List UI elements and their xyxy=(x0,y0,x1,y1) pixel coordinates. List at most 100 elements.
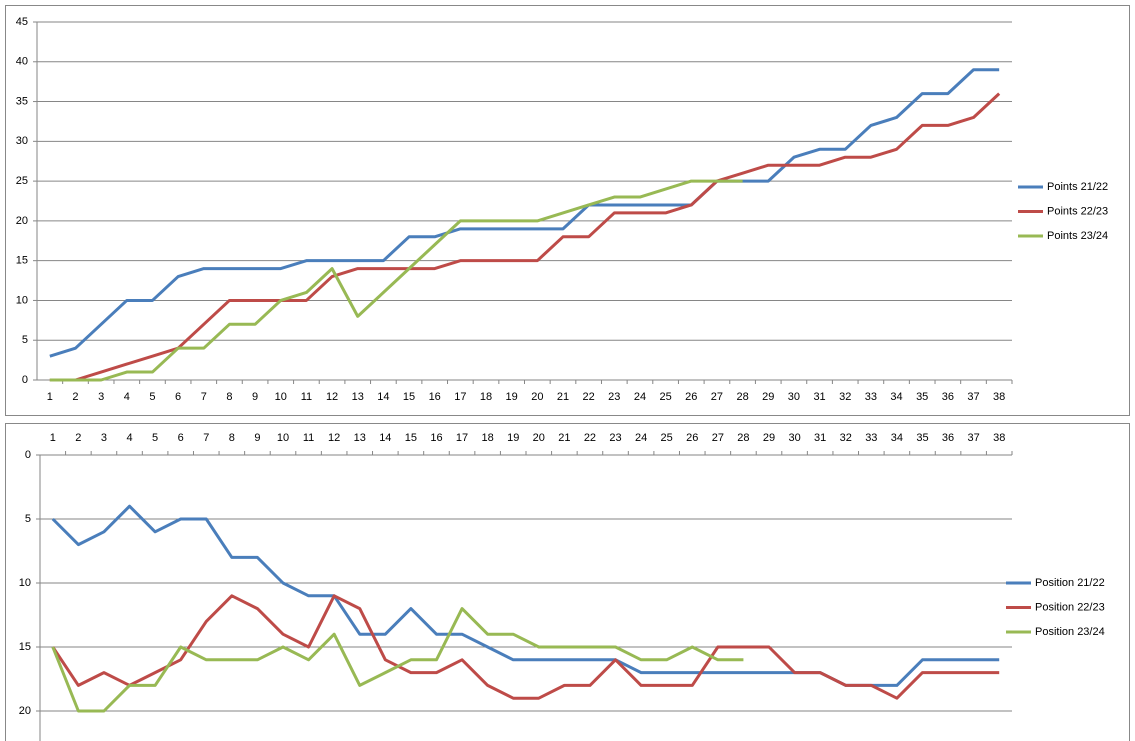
y-tick-label: 5 xyxy=(22,334,28,346)
x-tick-label: 26 xyxy=(685,391,697,403)
x-tick-label: 21 xyxy=(558,432,570,444)
x-tick-label: 15 xyxy=(405,432,417,444)
x-tick-label: 5 xyxy=(149,391,155,403)
x-tick-label: 38 xyxy=(993,391,1005,403)
x-tick-label: 35 xyxy=(916,391,928,403)
x-tick-label: 25 xyxy=(661,432,673,444)
x-tick-label: 10 xyxy=(277,432,289,444)
data-line xyxy=(51,607,744,713)
x-tick-label: 17 xyxy=(456,432,468,444)
x-tick-label: 9 xyxy=(252,391,258,403)
x-tick-label: 21 xyxy=(557,391,569,403)
y-tick-label: 20 xyxy=(19,705,31,717)
x-tick-label: 12 xyxy=(326,391,338,403)
x-tick-label: 4 xyxy=(124,391,130,403)
legend: Position 21/22 Position 22/23 Position 23/… xyxy=(1006,577,1105,638)
x-tick-label: 30 xyxy=(788,432,800,444)
x-tick-label: 3 xyxy=(101,432,107,444)
x-tick-label: 35 xyxy=(916,432,928,444)
x-tick-label: 18 xyxy=(482,432,494,444)
x-tick-label: 15 xyxy=(403,391,415,403)
data-line xyxy=(49,179,743,382)
x-tick-label: 22 xyxy=(584,432,596,444)
x-tick-label: 4 xyxy=(126,432,132,444)
x-tick-label: 9 xyxy=(254,432,260,444)
x-tick-label: 37 xyxy=(968,432,980,444)
x-tick-label: 22 xyxy=(583,391,595,403)
legend-label: Position 22/23 xyxy=(1035,601,1105,613)
y-tick-label: 25 xyxy=(16,175,28,187)
x-tick-label: 31 xyxy=(814,432,826,444)
x-tick-label: 11 xyxy=(301,391,312,403)
x-tick-label: 13 xyxy=(354,432,366,444)
x-tick-label: 8 xyxy=(229,432,235,444)
x-tick-label: 7 xyxy=(201,391,207,403)
x-tick-label: 6 xyxy=(175,391,181,403)
x-tick-label: 28 xyxy=(736,391,748,403)
x-tick-label: 1 xyxy=(47,391,53,403)
x-tick-label: 19 xyxy=(507,432,519,444)
x-tick-label: 23 xyxy=(608,391,620,403)
legend-label: Points 22/23 xyxy=(1047,205,1108,217)
x-tick-label: 24 xyxy=(635,432,647,444)
legend: Points 21/22 Points 22/23 Points 23/24 xyxy=(1018,181,1108,242)
y-tick-label: 10 xyxy=(16,294,28,306)
x-tick-label: 38 xyxy=(993,432,1005,444)
y-tick-label: 15 xyxy=(19,641,31,653)
x-tick-label: 12 xyxy=(328,432,340,444)
x-tick-label: 33 xyxy=(865,391,877,403)
x-tick-label: 14 xyxy=(379,432,391,444)
x-tick-label: 3 xyxy=(98,391,104,403)
y-tick-label: 0 xyxy=(25,449,31,461)
x-tick-label: 13 xyxy=(352,391,364,403)
x-tick-label: 27 xyxy=(711,391,723,403)
y-tick-label: 45 xyxy=(16,16,28,28)
x-tick-label: 8 xyxy=(226,391,232,403)
x-tick-label: 34 xyxy=(891,432,903,444)
x-tick-label: 37 xyxy=(967,391,979,403)
x-tick-label: 20 xyxy=(533,432,545,444)
x-tick-label: 16 xyxy=(430,432,442,444)
x-tick-label: 34 xyxy=(890,391,902,403)
y-tick-label: 5 xyxy=(25,513,31,525)
x-tick-label: 27 xyxy=(712,432,724,444)
legend-label: Position 23/24 xyxy=(1035,626,1105,638)
x-tick-label: 18 xyxy=(480,391,492,403)
x-tick-label: 16 xyxy=(429,391,441,403)
x-tick-label: 14 xyxy=(377,391,389,403)
x-tick-label: 23 xyxy=(609,432,621,444)
x-tick-label: 24 xyxy=(634,391,646,403)
data-line xyxy=(51,594,1000,700)
data-line xyxy=(49,68,1000,358)
x-tick-label: 36 xyxy=(942,432,954,444)
x-tick-label: 26 xyxy=(686,432,698,444)
legend-label: Points 23/24 xyxy=(1047,230,1108,242)
y-tick-label: 30 xyxy=(16,135,28,147)
x-tick-label: 32 xyxy=(839,391,851,403)
x-tick-label: 30 xyxy=(788,391,800,403)
x-tick-label: 36 xyxy=(942,391,954,403)
x-tick-label: 19 xyxy=(506,391,518,403)
x-tick-label: 32 xyxy=(840,432,852,444)
x-tick-label: 6 xyxy=(178,432,184,444)
x-tick-label: 25 xyxy=(659,391,671,403)
x-tick-label: 5 xyxy=(152,432,158,444)
x-tick-label: 20 xyxy=(531,391,543,403)
x-tick-label: 1 xyxy=(50,432,56,444)
x-tick-label: 2 xyxy=(75,432,81,444)
x-tick-label: 33 xyxy=(865,432,877,444)
x-tick-label: 28 xyxy=(737,432,749,444)
y-tick-label: 35 xyxy=(16,95,28,107)
x-tick-label: 10 xyxy=(275,391,287,403)
x-tick-label: 7 xyxy=(203,432,209,444)
x-tick-label: 29 xyxy=(763,432,775,444)
y-tick-label: 20 xyxy=(16,215,28,227)
legend-label: Position 21/22 xyxy=(1035,577,1105,589)
x-tick-label: 29 xyxy=(762,391,774,403)
x-tick-label: 17 xyxy=(454,391,466,403)
y-tick-label: 10 xyxy=(19,577,31,589)
y-tick-label: 15 xyxy=(16,255,28,267)
